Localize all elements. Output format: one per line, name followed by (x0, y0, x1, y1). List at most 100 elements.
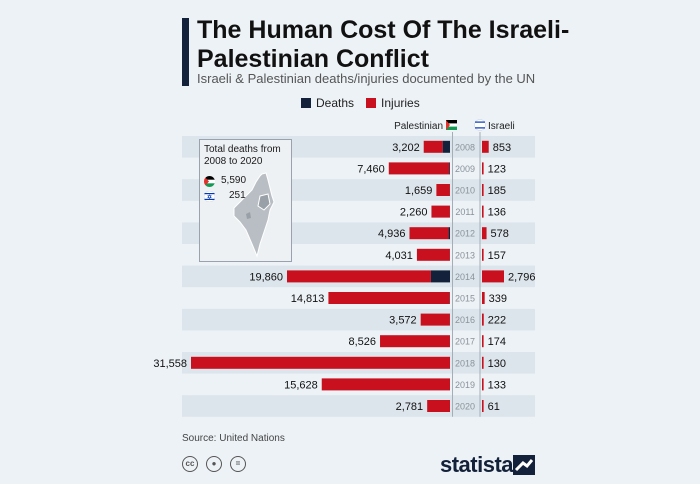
no-derivatives-icon[interactable]: = (230, 456, 246, 472)
year-label: 2016 (455, 315, 475, 325)
israeli-value-label: 133 (488, 379, 506, 391)
year-label: 2011 (455, 207, 474, 217)
legend-label-injuries: Injuries (381, 96, 420, 110)
israeli-value-label: 174 (488, 336, 506, 348)
palestinian-injuries-bar (420, 313, 450, 326)
israeli-value-label: 123 (488, 163, 506, 175)
legend-swatch-deaths (301, 98, 311, 108)
israeli-injuries-bar (482, 227, 487, 240)
palestinian-value-label: 15,628 (284, 379, 318, 391)
israeli-value-label: 157 (488, 250, 506, 262)
palestinian-injuries-bar (409, 227, 449, 240)
year-label: 2012 (455, 229, 475, 239)
legend-swatch-injuries (366, 98, 377, 108)
palestinian-deaths-bar (448, 227, 450, 240)
palestine-flag-icon (204, 175, 215, 187)
legend: Deaths Injuries (301, 96, 432, 110)
israeli-injuries-bar (482, 378, 484, 391)
header-israel-flag-stripe-bottom (475, 127, 485, 129)
palestinian-injuries-bar (423, 140, 443, 153)
year-label: 2014 (455, 272, 475, 282)
palestinian-value-label: 3,202 (392, 142, 420, 154)
palestinian-deaths-bar (449, 162, 450, 175)
israeli-injuries-bar (482, 313, 484, 326)
israeli-injuries-bar (482, 140, 489, 153)
israeli-value-label: 136 (488, 207, 506, 219)
year-label: 2020 (455, 402, 475, 412)
israeli-injuries-bar (482, 162, 484, 175)
year-label: 2010 (455, 186, 475, 196)
palestinian-injuries-bar (328, 292, 450, 304)
inset-heading: Total deaths from 2008 to 2020 (204, 144, 281, 167)
year-label: 2019 (455, 380, 475, 390)
israeli-value-label: 578 (491, 228, 509, 240)
statista-logo-icon (513, 455, 535, 475)
year-label: 2018 (455, 358, 475, 368)
column-header-palestinian: Palestinian (394, 121, 443, 132)
israeli-value-label: 61 (488, 401, 500, 413)
palestinian-value-label: 14,813 (291, 293, 325, 305)
palestinian-value-label: 4,936 (378, 228, 406, 240)
palestinian-value-label: 19,860 (249, 271, 283, 283)
header-palestine-flag-triangle (446, 120, 450, 130)
title-accent-bar (182, 18, 189, 86)
chart-title: The Human Cost Of The Israeli-Palestinia… (197, 16, 570, 73)
israeli-injuries-bar (482, 184, 484, 196)
israeli-value-label: 222 (488, 315, 506, 327)
year-label: 2008 (455, 142, 475, 152)
palestinian-injuries-bar (287, 270, 431, 283)
chart-subtitle: Israeli & Palestinian deaths/injuries do… (197, 71, 536, 86)
header-israel-flag-stripe-top (475, 121, 485, 123)
palestinian-injuries-bar (321, 378, 450, 391)
year-label: 2015 (455, 294, 475, 304)
palestinian-injuries-bar (431, 205, 450, 218)
palestinian-value-label: 2,260 (400, 207, 428, 219)
creative-commons-icon[interactable]: cc (182, 456, 198, 472)
israeli-value-label: 2,796 (508, 271, 536, 283)
statista-logo-text[interactable]: statista (440, 452, 514, 477)
israeli-injuries-bar (482, 270, 504, 283)
year-label: 2009 (455, 164, 475, 174)
palestinian-injuries-bar (427, 400, 450, 412)
inset-row-palestinian: 5,590 (204, 175, 246, 187)
israeli-value-label: 853 (493, 142, 511, 154)
israeli-value-label: 185 (488, 185, 506, 197)
israeli-injuries-bar (482, 248, 484, 261)
attribution-icon[interactable]: ● (206, 456, 222, 472)
total-deaths-inset: Total deaths from 2008 to 2020 5,590 251 (199, 139, 292, 262)
israeli-injuries-bar (482, 356, 484, 369)
israeli-injuries-bar (482, 335, 484, 348)
header-palestine-flag-stripe-green (446, 126, 457, 130)
palestinian-injuries-bar (436, 184, 450, 196)
palestinian-value-label: 7,460 (357, 163, 385, 175)
israeli-value-label: 339 (489, 293, 507, 305)
inset-palestinian-deaths: 5,590 (221, 175, 247, 186)
israeli-injuries-bar (482, 292, 485, 304)
palestinian-deaths-bar (442, 140, 450, 153)
year-label: 2017 (455, 337, 475, 347)
header-palestine-flag-stripe-black (446, 120, 457, 124)
column-header-israeli: Israeli (488, 121, 515, 132)
header-israel-flag-icon (474, 119, 486, 131)
palestinian-injuries-bar (380, 335, 450, 348)
palestinian-value-label: 31,558 (153, 358, 187, 370)
palestinian-deaths-bar (430, 270, 450, 283)
palestinian-injuries-bar (416, 248, 450, 261)
inset-row-israeli: 251 (204, 190, 246, 202)
source-note: Source: United Nations (182, 433, 285, 444)
legend-label-deaths: Deaths (316, 96, 355, 110)
palestinian-value-label: 2,781 (396, 401, 424, 413)
legend-item-injuries: Injuries (366, 96, 420, 110)
palestinian-value-label: 4,031 (385, 250, 413, 262)
legend-item-deaths: Deaths (301, 96, 354, 110)
palestinian-value-label: 8,526 (348, 336, 376, 348)
israeli-value-label: 130 (488, 358, 506, 370)
palestinian-value-label: 3,572 (389, 315, 417, 327)
israel-flag-icon (204, 190, 215, 202)
palestinian-value-label: 1,659 (405, 185, 433, 197)
year-label: 2013 (455, 250, 475, 260)
palestinian-injuries-bar (191, 356, 450, 369)
israeli-injuries-bar (482, 400, 484, 412)
palestinian-injuries-bar (388, 162, 450, 175)
butterfly-bar-chart: Palestinian Israeli 2008 3,202 853 2009 7,460 1… (153, 119, 536, 417)
